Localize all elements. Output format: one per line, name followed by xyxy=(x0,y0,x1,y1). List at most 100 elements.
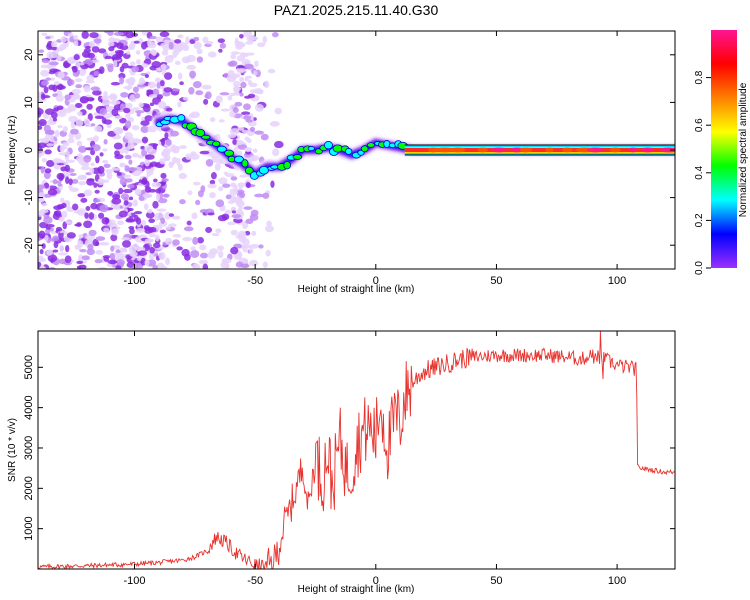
heatmap-cell xyxy=(171,215,181,220)
heatmap-cell xyxy=(191,212,198,220)
heatmap-cell xyxy=(128,226,135,230)
heatmap-cell xyxy=(67,137,75,144)
heatmap-cell xyxy=(254,130,264,135)
heatmap-cell xyxy=(51,40,58,49)
heatmap-cell xyxy=(102,99,111,106)
heatmap-cell xyxy=(67,58,76,64)
heatmap-cell xyxy=(215,95,223,104)
heatmap-cell xyxy=(65,150,70,157)
heatmap-cell xyxy=(45,133,54,141)
heatmap-cell xyxy=(47,254,58,263)
heatmap-cell xyxy=(159,229,166,234)
heatmap-cell xyxy=(55,180,62,184)
heatmap-cell xyxy=(110,81,121,86)
heatmap-cell xyxy=(243,206,253,210)
heatmap-cell xyxy=(54,81,60,86)
heatmap-cell xyxy=(140,41,148,50)
heatmap-cell xyxy=(90,86,100,92)
heatmap-cell xyxy=(73,54,80,61)
heatmap-cell xyxy=(126,102,133,109)
heatmap-cell xyxy=(435,147,454,153)
heatmap-cell xyxy=(76,260,84,265)
heatmap-cell xyxy=(154,234,160,242)
top-y-tick-label: -20 xyxy=(23,237,35,253)
heatmap-cell xyxy=(89,167,95,174)
heatmap-cell xyxy=(135,217,142,225)
heatmap-cell xyxy=(39,266,46,269)
heatmap-cell xyxy=(186,64,197,70)
heatmap-cell xyxy=(93,135,99,143)
heatmap-cell xyxy=(89,32,99,39)
heatmap-cell xyxy=(218,250,224,259)
heatmap-cell xyxy=(59,197,65,203)
heatmap-cell xyxy=(45,35,51,40)
heatmap-cell xyxy=(230,92,236,97)
heatmap-cell xyxy=(245,119,253,123)
heatmap-cell xyxy=(586,147,605,153)
heatmap-cell xyxy=(58,252,68,256)
heatmap-cell xyxy=(231,210,236,214)
colorbar-label: Normalized spectral amplitude xyxy=(738,82,749,217)
heatmap-cell xyxy=(62,221,68,230)
heatmap-cell xyxy=(207,51,217,58)
heatmap-cell xyxy=(218,48,223,53)
heatmap-cell xyxy=(132,86,139,93)
heatmap-cell xyxy=(45,77,52,81)
heatmap-cell xyxy=(218,119,225,123)
heatmap-cell xyxy=(110,245,115,252)
heatmap-cell xyxy=(116,172,122,176)
heatmap-cell xyxy=(133,40,140,44)
heatmap-cell xyxy=(195,90,204,96)
heatmap-cell xyxy=(111,228,119,236)
heatmap-cell xyxy=(146,173,151,177)
heatmap-cell xyxy=(141,31,148,36)
heatmap-cell xyxy=(163,193,170,198)
heatmap-cell xyxy=(227,133,236,139)
heatmap-cell xyxy=(199,252,209,259)
heatmap-cell xyxy=(68,115,78,123)
heatmap-cell xyxy=(43,124,51,133)
heatmap-cell xyxy=(162,91,171,97)
heatmap-cell xyxy=(80,197,88,203)
heatmap-cell xyxy=(202,36,209,44)
heatmap-cell xyxy=(136,59,141,65)
heatmap-cell xyxy=(79,62,85,66)
heatmap-cell xyxy=(73,40,79,47)
heatmap-cell xyxy=(118,187,124,195)
heatmap-cell xyxy=(628,147,638,153)
heatmap-cell xyxy=(169,39,176,43)
heatmap-cell xyxy=(215,228,222,234)
heatmap-cell xyxy=(41,157,47,163)
heatmap-cell xyxy=(266,220,272,227)
heatmap-cell xyxy=(40,93,46,100)
heatmap-cell xyxy=(52,178,58,185)
colorbar-tick-label: 0.0 xyxy=(694,261,705,275)
heatmap-cell xyxy=(127,207,134,212)
heatmap-cell xyxy=(151,61,162,69)
heatmap-cell xyxy=(90,202,98,210)
heatmap-cell xyxy=(113,142,123,150)
heatmap-cell xyxy=(241,159,249,168)
heatmap-cell xyxy=(124,120,132,129)
heatmap-cell xyxy=(193,41,202,50)
heatmap-cell xyxy=(256,42,266,48)
heatmap-cell xyxy=(154,212,165,220)
heatmap-cell xyxy=(72,203,79,211)
heatmap-cell xyxy=(64,94,72,101)
heatmap-cell xyxy=(244,95,252,99)
heatmap-cell xyxy=(233,85,239,94)
heatmap-cell xyxy=(102,255,111,259)
heatmap-cell xyxy=(91,144,101,152)
heatmap-cell xyxy=(236,139,244,146)
heatmap-cell xyxy=(83,220,93,229)
heatmap-cell xyxy=(227,221,236,226)
heatmap-cell xyxy=(120,237,131,241)
heatmap-cell xyxy=(126,212,132,217)
heatmap-cell xyxy=(134,110,145,114)
heatmap-cell xyxy=(145,211,155,219)
heatmap-cell xyxy=(124,178,133,183)
heatmap-cell xyxy=(160,63,167,71)
heatmap-cell xyxy=(138,195,145,201)
heatmap-cell xyxy=(145,168,155,173)
heatmap-cell xyxy=(115,249,121,254)
